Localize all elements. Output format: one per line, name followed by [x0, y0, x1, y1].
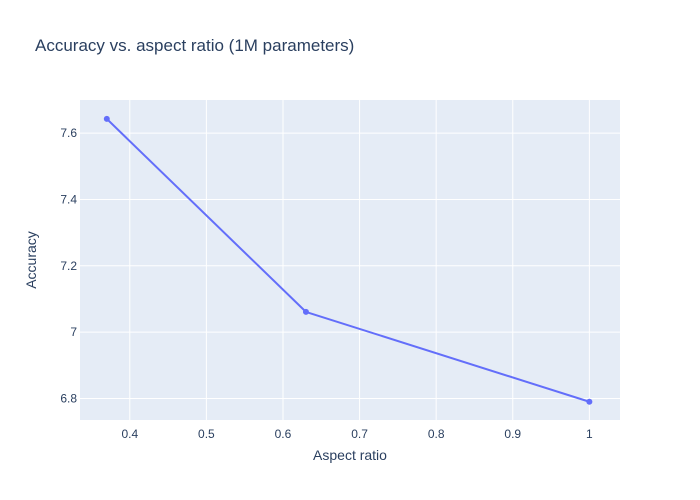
plot-area: [80, 100, 620, 420]
y-axis-ticks: 6.8 7 7.2 7.4 7.6: [60, 126, 77, 405]
x-tick-label: 0.6: [275, 427, 292, 441]
y-tick-label: 6.8: [60, 391, 77, 405]
data-point: [302, 308, 309, 315]
x-tick-label: 0.9: [504, 427, 521, 441]
grid-lines: [80, 100, 620, 420]
x-axis-ticks: 0.4 0.5 0.6 0.7 0.8 0.9 1: [121, 427, 593, 441]
x-tick-label: 0.7: [351, 427, 368, 441]
x-axis-title: Aspect ratio: [313, 447, 387, 463]
data-point: [586, 398, 593, 405]
y-tick-label: 7.4: [60, 192, 77, 206]
y-tick-label: 7.6: [60, 126, 77, 140]
y-tick-label: 7: [70, 325, 77, 339]
x-tick-label: 0.5: [198, 427, 215, 441]
series-group: [103, 115, 593, 405]
x-tick-label: 0.8: [428, 427, 445, 441]
data-point: [103, 115, 110, 122]
x-tick-label: 1: [586, 427, 593, 441]
chart-title: Accuracy vs. aspect ratio (1M parameters…: [35, 36, 354, 55]
y-tick-label: 7.2: [60, 259, 77, 273]
y-axis-title: Accuracy: [23, 231, 39, 289]
x-tick-label: 0.4: [121, 427, 138, 441]
